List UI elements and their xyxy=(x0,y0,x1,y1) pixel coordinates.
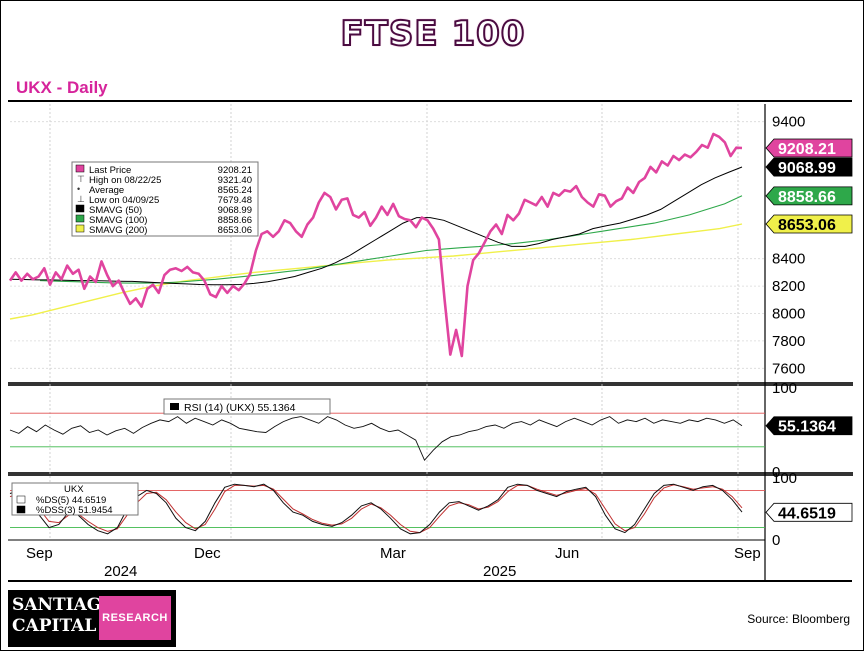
last-price-tag-text: 9208.21 xyxy=(778,141,836,158)
black-square-icon xyxy=(75,204,85,213)
y-tick-label: 7800 xyxy=(772,333,805,350)
y-tick-label: 8400 xyxy=(772,251,805,268)
stoch-value-tag-box xyxy=(765,502,853,522)
sma100-tag-box xyxy=(765,186,853,206)
y-tick-label: 8200 xyxy=(772,278,805,295)
rsi-tick-label: 100 xyxy=(772,380,797,397)
sma200-tag: 8653.06 xyxy=(765,214,853,234)
header-divider xyxy=(8,100,852,102)
logo-line2: CAPITAL xyxy=(12,616,97,636)
rsi-value-tag-text: 55.1364 xyxy=(778,419,836,436)
rsi-line xyxy=(9,416,743,462)
sma100-tag: 8858.66 xyxy=(765,186,853,206)
green-square-icon xyxy=(75,214,85,223)
chart-title: FTSE 100 xyxy=(340,13,526,55)
low-marker-icon: ⊥ xyxy=(77,194,85,204)
legend-value: 9321.40 xyxy=(218,175,252,186)
stoch-legend: UKX%DS(5) 44.6519%DSS(3) 51.9454 xyxy=(11,482,139,516)
x-tick-label: Sep xyxy=(734,545,761,562)
panel-separator-2 xyxy=(8,472,853,476)
yellow-square-icon xyxy=(75,224,85,233)
x-tick-label: Mar xyxy=(380,545,406,562)
x-tick-label: Dec xyxy=(194,545,221,562)
panel-separator-1 xyxy=(8,382,853,386)
chart-subtitle: UKX - Daily xyxy=(16,78,108,97)
sma50-tag-text: 9068.99 xyxy=(778,160,836,177)
stoch-legend-row: %DSS(3) 51.9454 xyxy=(36,505,113,516)
last-price-tag-box xyxy=(765,138,853,158)
year-label: 2025 xyxy=(483,563,516,580)
stoch-value-tag-text: 44.6519 xyxy=(778,505,836,522)
rsi-legend-box xyxy=(163,398,331,415)
rsi-value-tag: 55.1364 xyxy=(765,416,853,436)
legend-label: High on 08/22/25 xyxy=(89,175,161,186)
footer-divider xyxy=(8,580,852,582)
high-marker-icon: ⊤ xyxy=(77,174,85,184)
legend-label: SMAVG (100) xyxy=(89,215,147,226)
legend-value: 8653.06 xyxy=(218,225,252,236)
last-price-tag: 9208.21 xyxy=(765,138,853,158)
stoch-legend-icon xyxy=(16,495,26,504)
legend-label: SMAVG (50) xyxy=(89,205,142,216)
sma50-tag-box xyxy=(765,157,853,177)
logo-line1: SANTIAGO xyxy=(12,595,117,615)
main-legend: Last Price 9208.21 ⊤ High on 08/22/25 9321.4… xyxy=(71,161,259,237)
sma200-line xyxy=(9,223,743,320)
sma200-tag-text: 8653.06 xyxy=(778,217,836,234)
legend-label: Last Price xyxy=(89,165,131,176)
legend-label: SMAVG (200) xyxy=(89,225,147,236)
average-marker-icon: • xyxy=(77,184,80,194)
rsi-legend-icon xyxy=(170,403,179,410)
legend-label: Low on 04/09/25 xyxy=(89,195,159,206)
stoch-value-tag: 44.6519 xyxy=(765,502,853,522)
y-tick-label: 9400 xyxy=(772,114,805,131)
y-tick-label: 8000 xyxy=(772,306,805,323)
stoch-tick-label: 0 xyxy=(772,532,780,549)
stoch-legend-title: UKX xyxy=(64,484,84,495)
rsi-legend-text: RSI (14) (UKX) 55.1364 xyxy=(184,402,296,414)
sma50-tag: 9068.99 xyxy=(765,157,853,177)
sma100-tag-text: 8858.66 xyxy=(778,189,836,206)
x-tick-label: Sep xyxy=(26,545,53,562)
legend-value: 8565.24 xyxy=(218,185,252,196)
rsi-legend: RSI (14) (UKX) 55.1364 xyxy=(163,398,331,415)
main-legend-box xyxy=(71,161,259,237)
stoch-legend-icon xyxy=(16,505,26,514)
rsi-tick-label: 0 xyxy=(772,464,780,481)
y-tick-label: 7600 xyxy=(772,360,805,377)
sma200-tag-box xyxy=(765,214,853,234)
stoch-legend-row: %DS(5) 44.6519 xyxy=(36,495,106,506)
stoch-tick-label: 100 xyxy=(772,470,797,487)
year-label: 2024 xyxy=(104,563,137,580)
rsi-value-tag-box xyxy=(765,416,853,436)
sma50-line xyxy=(9,166,743,286)
legend-value: 9208.21 xyxy=(218,165,252,176)
source-note: Source: Bloomberg xyxy=(747,612,850,626)
x-tick-label: Jun xyxy=(555,545,579,562)
legend-label: Average xyxy=(89,185,124,196)
legend-value: 9068.99 xyxy=(218,205,252,216)
price-line xyxy=(8,132,743,358)
pink-square-icon xyxy=(75,164,85,173)
logo-badge: RESEARCH xyxy=(99,596,171,640)
legend-value: 8858.66 xyxy=(218,215,252,226)
stoch-legend-box xyxy=(11,482,139,516)
santiago-capital-logo: SANTIAGO CAPITAL RESEARCH xyxy=(8,590,176,647)
legend-value: 7679.48 xyxy=(218,195,252,206)
